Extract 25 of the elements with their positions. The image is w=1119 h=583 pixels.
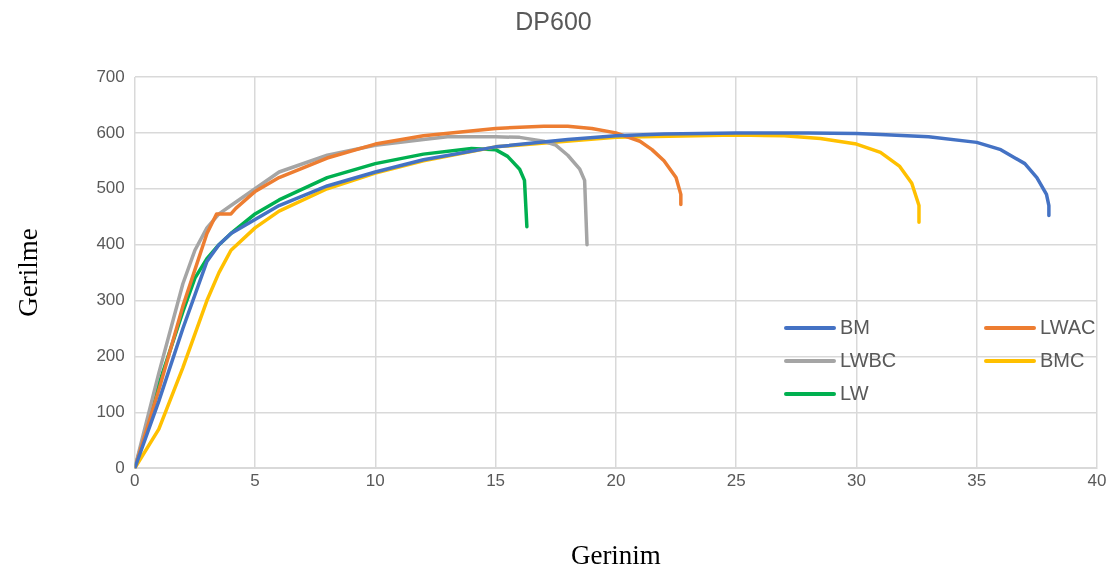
y-tick-label: 0 bbox=[115, 457, 125, 477]
legend-label: LWBC bbox=[840, 349, 897, 372]
y-tick-label: 500 bbox=[96, 178, 125, 198]
x-tick-label: 25 bbox=[726, 471, 746, 491]
y-tick-label: 100 bbox=[96, 402, 125, 421]
x-tick-label: 0 bbox=[130, 471, 140, 491]
y-tick-label: 300 bbox=[96, 290, 125, 310]
legend-label: LWAC bbox=[1040, 316, 1096, 339]
chart-title: DP600 bbox=[515, 6, 592, 35]
y-tick-label: 600 bbox=[96, 122, 125, 142]
x-tick-label: 30 bbox=[846, 471, 866, 491]
y-tick-label: 700 bbox=[96, 66, 125, 86]
x-tick-label: 20 bbox=[606, 471, 626, 491]
x-tick-label: 10 bbox=[365, 471, 385, 491]
y-tick-label: 200 bbox=[96, 346, 125, 366]
x-axis-title: Gerinim bbox=[570, 539, 661, 570]
x-tick-label: 15 bbox=[486, 471, 506, 491]
x-tick-label: 40 bbox=[1087, 471, 1107, 491]
legend-label: BM bbox=[840, 316, 870, 339]
x-tick-label: 35 bbox=[967, 471, 987, 491]
y-axis-title: Gerilme bbox=[13, 228, 44, 317]
x-tick-label: 5 bbox=[250, 471, 260, 491]
legend-label: LW bbox=[840, 382, 869, 405]
legend-label: BMC bbox=[1040, 349, 1085, 372]
y-tick-label: 400 bbox=[96, 234, 125, 254]
